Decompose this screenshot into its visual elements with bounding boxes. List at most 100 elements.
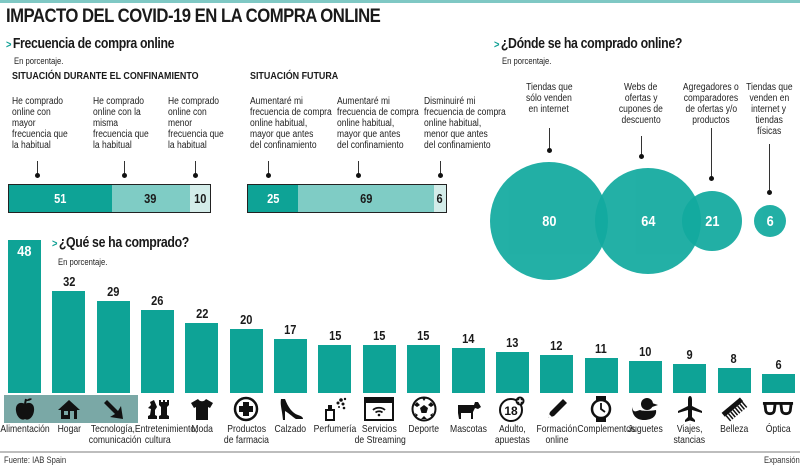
pencil-icon bbox=[541, 396, 573, 422]
bar-value-label: 14 bbox=[461, 331, 475, 347]
bubble-value: 64 bbox=[640, 212, 656, 230]
what-title-text: ¿Qué se ha comprado? bbox=[58, 235, 190, 251]
bar-value-label: 9 bbox=[686, 347, 693, 363]
segment-value: 6 bbox=[436, 191, 444, 206]
category-label: Entretenimiento, cultura bbox=[134, 423, 198, 446]
segment-value: 10 bbox=[193, 191, 207, 206]
category-label: Deporte bbox=[408, 423, 439, 435]
stack-segment: 39 bbox=[111, 185, 190, 212]
segment-label: He comprado online con menor frecuencia que… bbox=[168, 96, 224, 151]
bar-value-label: 13 bbox=[506, 334, 519, 350]
bar bbox=[495, 351, 529, 393]
bar bbox=[761, 373, 795, 393]
bar bbox=[584, 357, 618, 393]
arrow-down-right-icon bbox=[97, 396, 129, 422]
bar-value-label: 29 bbox=[107, 283, 120, 299]
bar bbox=[229, 329, 263, 393]
footer-rule bbox=[0, 451, 800, 453]
segment-label: Aumentaré mi frecuencia de compra online h… bbox=[337, 96, 419, 151]
stack-segment: 51 bbox=[9, 185, 112, 212]
bar-value-label: 20 bbox=[240, 312, 253, 328]
frequency-unit: En porcentaje. bbox=[14, 56, 64, 66]
medical-cross-icon bbox=[230, 396, 262, 422]
apple-icon bbox=[9, 396, 41, 422]
bar bbox=[628, 361, 662, 393]
leader-dot bbox=[639, 154, 644, 159]
bar-value-label: 15 bbox=[417, 328, 430, 344]
rubber-duck-icon bbox=[629, 396, 661, 422]
segment-label: He comprado online con la misma frecuencia … bbox=[93, 96, 149, 151]
during-stacked-bar: 51 39 10 bbox=[8, 184, 211, 213]
airplane-icon bbox=[674, 396, 706, 422]
bar bbox=[540, 354, 574, 393]
category-label: Belleza bbox=[719, 423, 749, 435]
leader-line bbox=[769, 144, 770, 192]
category-label: Mascotas bbox=[449, 423, 487, 435]
leader-dot bbox=[35, 173, 40, 178]
watch-icon bbox=[585, 396, 617, 422]
category-label: Formación online bbox=[536, 423, 578, 446]
bar-value-label: 15 bbox=[373, 328, 386, 344]
what-title: > ¿Qué se ha comprado? bbox=[52, 235, 189, 251]
bar bbox=[274, 338, 308, 393]
streaming-window-icon bbox=[363, 396, 395, 422]
leader-line bbox=[268, 161, 269, 174]
bubble-value: 21 bbox=[704, 212, 720, 230]
bubble: 6 bbox=[754, 205, 786, 237]
category-label: Moda bbox=[191, 423, 213, 435]
bar bbox=[673, 364, 707, 393]
segment-label: Aumentaré mi frecuencia de compra online h… bbox=[250, 96, 332, 151]
stack-segment: 6 bbox=[434, 185, 446, 212]
leader-line bbox=[549, 128, 550, 150]
category-label: Alimentación bbox=[0, 423, 50, 435]
bar bbox=[407, 345, 441, 393]
bar-value-label: 15 bbox=[328, 328, 342, 344]
brand-label: Expansión bbox=[764, 455, 800, 465]
top-rule bbox=[0, 0, 800, 3]
category-label: Adulto, apuestas bbox=[494, 423, 530, 446]
bar bbox=[318, 345, 352, 393]
category-label: Óptica bbox=[765, 423, 791, 435]
bar bbox=[717, 367, 751, 393]
chess-icon bbox=[142, 396, 174, 422]
leader-dot bbox=[356, 173, 361, 178]
stack-segment: 69 bbox=[297, 185, 435, 212]
bubble-value: 80 bbox=[541, 212, 557, 230]
leader-dot bbox=[122, 173, 127, 178]
future-caption: SITUACIÓN FUTURA bbox=[250, 70, 339, 82]
leader-line bbox=[440, 161, 441, 174]
bar bbox=[185, 322, 219, 393]
dog-icon bbox=[452, 396, 484, 422]
leader-line bbox=[195, 161, 196, 174]
bar-value-label: 10 bbox=[639, 344, 652, 360]
soccer-ball-icon bbox=[408, 396, 440, 422]
bar-value-label: 8 bbox=[731, 350, 738, 366]
bar-value-label: 26 bbox=[151, 293, 164, 309]
bar-value-label: 22 bbox=[195, 305, 209, 321]
bar-value-label: 12 bbox=[550, 337, 563, 353]
glasses-icon bbox=[762, 396, 794, 422]
bar-value-label: 17 bbox=[284, 321, 297, 337]
chevron-right-icon: > bbox=[494, 39, 500, 51]
where-title-text: ¿Dónde se ha comprado online? bbox=[500, 36, 683, 52]
bubble-label: Tiendas que sólo venden en internet bbox=[525, 82, 573, 115]
during-caption: SITUACIÓN DURANTE EL CONFINAMIENTO bbox=[12, 70, 199, 82]
category-label: Perfumería bbox=[313, 423, 357, 435]
bar-value-label: 11 bbox=[595, 340, 607, 356]
bar-value-label: 48 bbox=[17, 243, 32, 260]
bubble: 21 bbox=[682, 191, 742, 251]
adult-18-icon: 18 bbox=[496, 396, 528, 422]
leader-line bbox=[711, 128, 712, 178]
category-label: Servicios de Streaming bbox=[354, 423, 407, 446]
perfume-icon bbox=[319, 396, 351, 422]
category-label: Juguetes bbox=[627, 423, 663, 435]
leader-dot bbox=[547, 148, 552, 153]
leader-dot bbox=[767, 190, 772, 195]
page-title: IMPACTO DEL COVID-19 EN LA COMPRA ONLINE bbox=[6, 6, 381, 27]
source-note: Fuente: IAB Spain bbox=[4, 455, 67, 465]
chevron-right-icon: > bbox=[52, 238, 58, 250]
bar bbox=[96, 300, 130, 393]
bubble-label: Tiendas que venden en internet y tiendas fís… bbox=[745, 82, 793, 137]
leader-line bbox=[358, 161, 359, 174]
house-icon bbox=[53, 396, 85, 422]
